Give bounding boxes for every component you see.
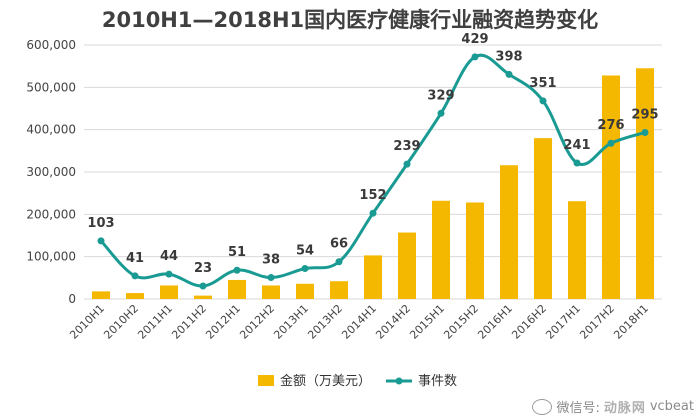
line-point — [301, 265, 309, 273]
line-point — [403, 160, 411, 168]
line-point — [505, 70, 513, 78]
line-point — [131, 272, 139, 280]
legend-bar-label: 金额（万美元） — [280, 373, 371, 389]
bar — [500, 165, 518, 299]
x-tick-label: 2013H1 — [271, 302, 311, 342]
y-tick-label: 100,000 — [26, 250, 76, 264]
data-label: 103 — [87, 216, 114, 231]
x-tick-label: 2012H2 — [237, 302, 277, 342]
line-point — [369, 209, 377, 217]
x-tick-label: 2018H1 — [611, 302, 651, 342]
data-label: 66 — [330, 237, 348, 252]
series-line — [99, 53, 646, 288]
line-point — [233, 266, 241, 274]
legend-line-marker — [395, 377, 403, 385]
watermark-account: vcbeat — [649, 399, 694, 414]
data-label: 51 — [228, 245, 246, 260]
data-label: 41 — [126, 251, 144, 266]
data-label: 44 — [160, 249, 178, 264]
x-tick-label: 2011H1 — [135, 302, 175, 342]
line-point — [471, 53, 479, 61]
x-tick-label: 2017H2 — [577, 302, 617, 342]
bar — [398, 232, 416, 299]
bar — [262, 285, 280, 299]
data-label: 38 — [262, 253, 280, 268]
data-label: 239 — [393, 139, 420, 154]
legend-line-label: 事件数 — [418, 374, 457, 389]
wechat-icon — [532, 398, 553, 415]
x-tick-label: 2016H1 — [475, 302, 515, 342]
y-tick-label: 300,000 — [26, 165, 76, 179]
data-label: 295 — [631, 107, 658, 122]
data-label: 152 — [359, 188, 386, 203]
x-tick-label: 2013H2 — [305, 302, 345, 342]
bar — [602, 75, 620, 299]
line-point — [165, 270, 173, 278]
bar — [330, 281, 348, 299]
bar — [534, 138, 552, 299]
legend-layer: 金额（万美元） 事件数 — [258, 373, 457, 389]
watermark-brand: 动脉网 — [603, 401, 646, 416]
bar — [364, 255, 382, 299]
bar — [432, 200, 450, 299]
line-point — [97, 237, 105, 245]
bar — [466, 202, 484, 299]
x-tick-label: 2016H2 — [509, 302, 549, 342]
bar — [194, 295, 212, 299]
bar — [92, 291, 110, 299]
bar — [636, 68, 654, 300]
line-point — [199, 282, 207, 290]
label-layer: 103 41 44 23 51 38 54 66 152 239 329 429 398 351 241 27… — [87, 32, 658, 276]
x-tick-label: 2014H2 — [373, 302, 413, 342]
bar — [568, 201, 586, 299]
line-point — [335, 258, 343, 266]
x-tick-label: 2010H1 — [67, 302, 107, 342]
line-layer — [97, 53, 649, 290]
bar — [126, 293, 144, 299]
data-label: 276 — [597, 118, 624, 133]
legend-bar-swatch — [258, 375, 274, 386]
bar — [296, 283, 314, 299]
data-label: 241 — [563, 138, 590, 153]
line-point — [641, 128, 649, 136]
line-point — [573, 159, 581, 167]
data-label: 329 — [427, 88, 454, 103]
watermark: 微信号: 动脉网 vcbeat — [532, 397, 694, 416]
x-tick-label: 2014H1 — [339, 302, 379, 342]
x-tick-label: 2011H2 — [169, 302, 209, 342]
x-tick-label: 2010H2 — [101, 302, 141, 342]
data-label: 351 — [529, 76, 556, 91]
y-tick-label: 500,000 — [26, 80, 76, 94]
data-label: 54 — [296, 244, 314, 259]
y-tick-label: 400,000 — [26, 123, 76, 137]
data-label: 429 — [461, 32, 488, 47]
x-tick-label: 2015H1 — [407, 302, 447, 342]
y-tick-label: 0 — [68, 292, 76, 306]
line-point — [607, 139, 615, 147]
x-tick-label: 2012H1 — [203, 302, 243, 342]
data-label: 398 — [495, 49, 522, 64]
line-point — [437, 109, 445, 117]
y-tick-label: 600,000 — [26, 38, 76, 52]
chart-title: 2010H1—2018H1国内医疗健康行业融资趋势变化 — [101, 8, 599, 32]
bar — [228, 279, 246, 299]
bar-layer — [92, 68, 654, 300]
line-point — [539, 97, 547, 105]
x-tick-label: 2017H1 — [543, 302, 583, 342]
watermark-prefix: 微信号: — [556, 401, 600, 416]
x-tick-label: 2015H2 — [441, 302, 481, 342]
bar — [160, 285, 178, 299]
y-tick-label: 200,000 — [26, 207, 76, 221]
line-point — [267, 274, 275, 282]
data-label: 23 — [194, 261, 212, 276]
